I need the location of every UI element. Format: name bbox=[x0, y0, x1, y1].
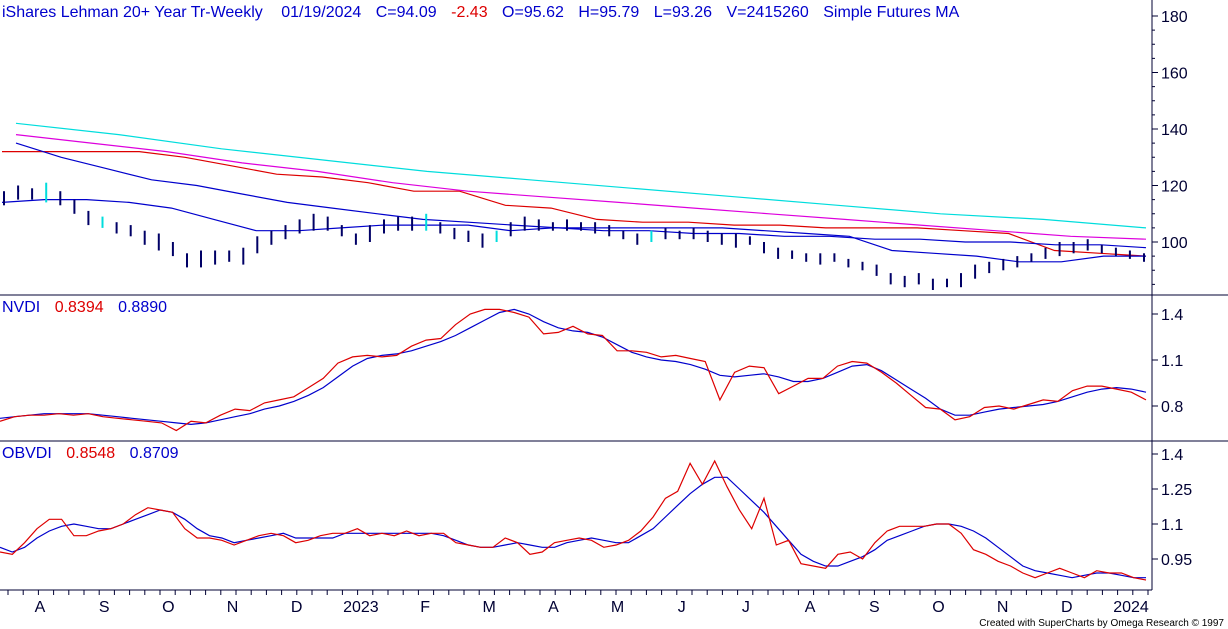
nvdi-red-line bbox=[0, 308, 1147, 432]
obvdi-tick-label: 1.1 bbox=[1161, 517, 1183, 534]
time-axis-label: A bbox=[548, 599, 559, 616]
time-axis-label: J bbox=[742, 599, 750, 616]
symbol-name: iShares Lehman 20+ Year Tr-Weekly bbox=[2, 4, 263, 21]
header-volume: V=2415260 bbox=[726, 4, 808, 21]
price-tick-label: 160 bbox=[1161, 66, 1188, 83]
header-close: C=94.09 bbox=[376, 4, 437, 21]
time-axis-label: N bbox=[997, 599, 1009, 616]
time-axis-label: M bbox=[483, 599, 496, 616]
nvdi-header: NVDI 0.8394 0.8890 bbox=[2, 299, 167, 316]
time-axis-label: F bbox=[420, 599, 430, 616]
time-axis-label: S bbox=[99, 599, 110, 616]
nvdi-label: NVDI bbox=[2, 299, 40, 316]
obvdi-tick-label: 0.95 bbox=[1161, 552, 1192, 569]
chart-header: iShares Lehman 20+ Year Tr-Weekly 01/19/… bbox=[2, 4, 960, 21]
ma-red-line bbox=[2, 151, 1147, 257]
nvdi-tick-label: 1.4 bbox=[1161, 307, 1183, 324]
header-study: Simple Futures MA bbox=[823, 4, 959, 21]
ma-magenta-line bbox=[15, 134, 1147, 240]
obvdi-header: OBVDI 0.8548 0.8709 bbox=[2, 445, 179, 462]
obvdi-tick-label: 1.25 bbox=[1161, 482, 1192, 499]
time-axis-label: O bbox=[162, 599, 174, 616]
time-axis-label: O bbox=[932, 599, 944, 616]
nvdi-tick-label: 0.8 bbox=[1161, 399, 1183, 416]
nvdi-value-red: 0.8394 bbox=[55, 299, 104, 316]
time-axis-label: N bbox=[227, 599, 239, 616]
nvdi-value-blue: 0.8890 bbox=[118, 299, 167, 316]
ma-cyan-line bbox=[15, 122, 1147, 229]
header-date: 01/19/2024 bbox=[281, 4, 361, 21]
time-axis-label: A bbox=[805, 599, 816, 616]
header-high: H=95.79 bbox=[578, 4, 639, 21]
moving-average-lines bbox=[1, 122, 1147, 263]
header-change: -2.43 bbox=[451, 4, 488, 21]
price-tick-label: 140 bbox=[1161, 122, 1188, 139]
time-axis-label: 2023 bbox=[343, 599, 379, 616]
obvdi-axis: 1.4 1.25 1.1 0.95 bbox=[1152, 447, 1192, 569]
ma-blue-fast-line bbox=[1, 199, 1146, 263]
price-bars bbox=[3, 182, 1145, 290]
nvdi-lines bbox=[0, 308, 1147, 432]
price-axis: 180 160 140 120 100 bbox=[1152, 9, 1188, 285]
nvdi-blue-line bbox=[0, 308, 1147, 426]
time-axis-label: 2024 bbox=[1113, 599, 1149, 616]
header-low: L=93.26 bbox=[654, 4, 712, 21]
price-tick-label: 120 bbox=[1161, 179, 1188, 196]
obvdi-value-red: 0.8548 bbox=[66, 445, 115, 462]
price-tick-label: 100 bbox=[1161, 235, 1188, 252]
header-open: O=95.62 bbox=[502, 4, 564, 21]
time-axis-label: M bbox=[611, 599, 624, 616]
obvdi-blue-line bbox=[0, 476, 1146, 579]
price-tick-label: 180 bbox=[1161, 9, 1188, 26]
obvdi-lines bbox=[0, 459, 1147, 581]
obvdi-tick-label: 1.4 bbox=[1161, 447, 1183, 464]
obvdi-label: OBVDI bbox=[2, 445, 52, 462]
time-axis: A S O N D 2023 F M A M J J A S O N D 2024 bbox=[7, 590, 1149, 616]
time-axis-label: S bbox=[869, 599, 880, 616]
obvdi-value-blue: 0.8709 bbox=[130, 445, 179, 462]
time-axis-label: A bbox=[35, 599, 46, 616]
nvdi-tick-label: 1.1 bbox=[1161, 353, 1183, 370]
nvdi-axis: 1.4 1.1 0.8 bbox=[1152, 307, 1183, 416]
credit-text: Created with SuperCharts by Omega Resear… bbox=[979, 618, 1224, 629]
time-axis-label: D bbox=[291, 599, 303, 616]
time-axis-label: D bbox=[1061, 599, 1073, 616]
obvdi-red-line bbox=[0, 459, 1147, 581]
time-axis-label: J bbox=[678, 599, 686, 616]
